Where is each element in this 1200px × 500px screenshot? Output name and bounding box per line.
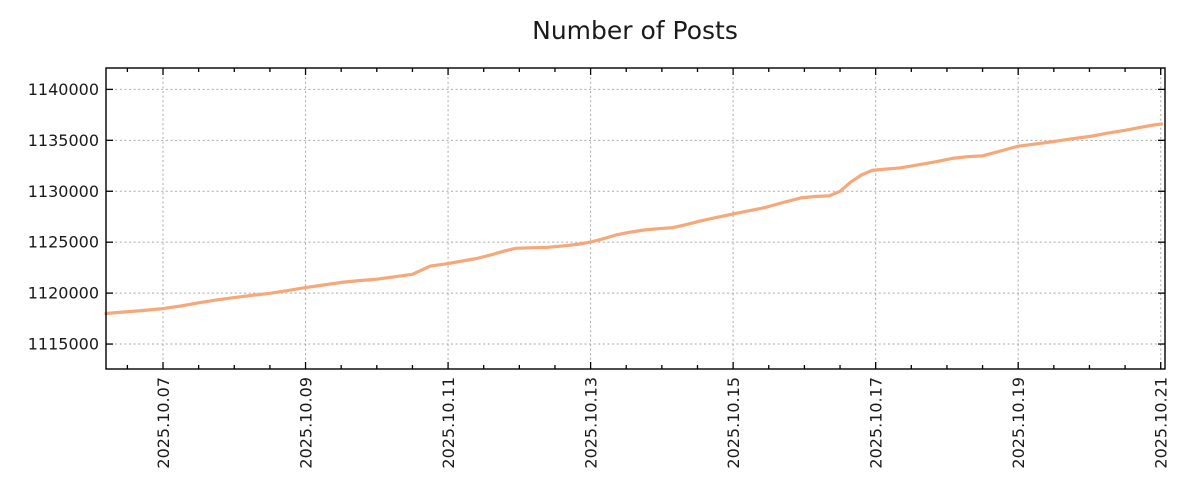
series-line <box>104 122 1163 316</box>
x-tick-label: 2025.10.19 <box>1009 377 1028 469</box>
x-tick-label: 2025.10.21 <box>1152 377 1171 469</box>
y-tick-label: 1135000 <box>28 131 99 150</box>
chart-title: Number of Posts <box>532 16 738 45</box>
x-tick-label: 2025.10.13 <box>582 377 601 469</box>
y-tick-label: 1125000 <box>28 233 99 252</box>
x-tick-label: 2025.10.07 <box>154 377 173 469</box>
y-tick-label: 1120000 <box>28 284 99 303</box>
x-tick-label: 2025.10.11 <box>439 377 458 469</box>
y-tick-label: 1115000 <box>28 335 99 354</box>
series-layer <box>104 122 1163 316</box>
plot-border <box>105 67 1166 370</box>
grid-layer <box>106 68 1165 369</box>
axis-layer <box>105 67 1166 370</box>
y-tick-label: 1130000 <box>28 182 99 201</box>
y-tick-label: 1140000 <box>28 80 99 99</box>
x-tick-label: 2025.10.15 <box>724 377 743 469</box>
x-tick-label: 2025.10.17 <box>867 377 886 469</box>
label-layer: 2025.10.07 2025.10.09 2025.10.11 2025.10.13… <box>28 80 1171 469</box>
x-tick-label: 2025.10.09 <box>297 377 316 469</box>
